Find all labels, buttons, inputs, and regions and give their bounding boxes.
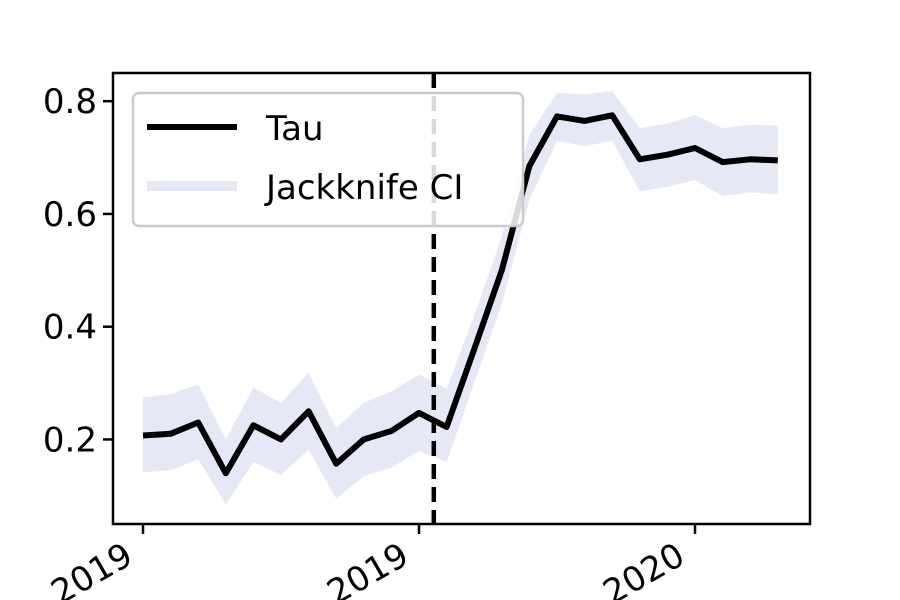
y-tick-label: 0.6 xyxy=(43,195,97,235)
y-tick-label: 0.4 xyxy=(43,308,97,348)
y-tick-label: 0.2 xyxy=(43,420,97,460)
y-axis: 0.2 0.4 0.6 0.8 xyxy=(43,82,113,460)
y-tick-label: 0.8 xyxy=(43,82,97,122)
legend-label-jackknife-ci: Jackknife CI xyxy=(264,168,463,208)
tau-series-line xyxy=(142,112,778,477)
jackknife-ci-band xyxy=(143,91,778,505)
legend: Tau Jackknife CI xyxy=(131,91,525,228)
plot-frame xyxy=(111,71,812,526)
legend-label-tau: Tau xyxy=(265,109,324,149)
